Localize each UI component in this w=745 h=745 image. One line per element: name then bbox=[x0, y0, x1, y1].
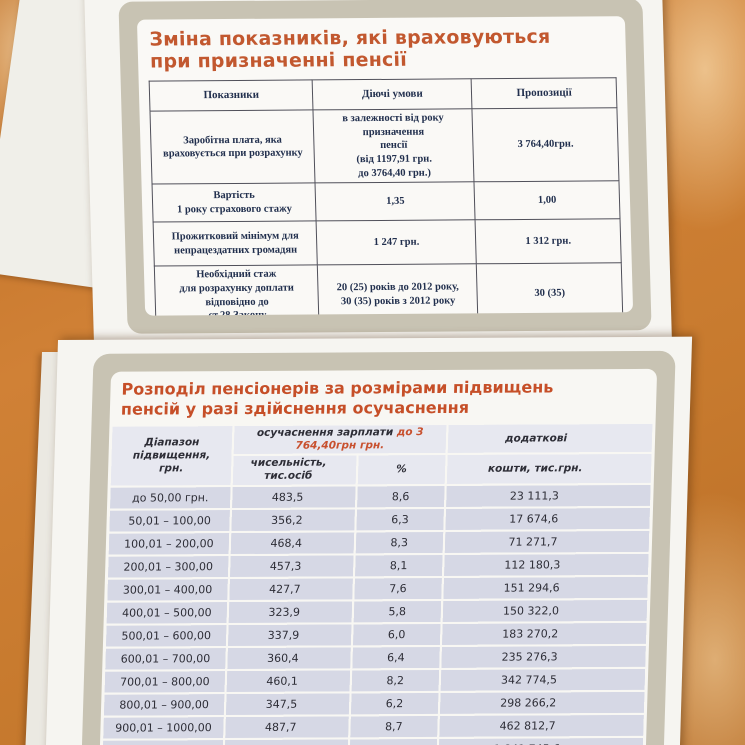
page-title-top: Зміна показників, які враховуються при п… bbox=[149, 25, 551, 73]
col-header-funds-line1: додаткові bbox=[446, 422, 654, 455]
table-header-row: Показники Діючі умови Пропозиції bbox=[149, 77, 617, 112]
cell-current: 1 247 грн. bbox=[316, 220, 477, 266]
cell-funds: 342 774,5 bbox=[439, 667, 647, 692]
table-row: 700,01 – 800,00 460,1 8,2 342 774,5 bbox=[103, 667, 647, 694]
cell-percent: 8,2 bbox=[350, 668, 441, 692]
page-title-bottom: Розподіл пенсіонерів за розмірами підвищ… bbox=[120, 377, 554, 419]
col-header-range: Діапазон підвищення, грн. bbox=[109, 425, 234, 487]
cell-percent: 6,4 bbox=[350, 645, 441, 669]
group-header-label: осучаснення зарплати bbox=[256, 426, 398, 439]
table-row: 600,01 – 700,00 360,4 6,4 235 276,3 bbox=[104, 644, 647, 671]
cell-percent: 8,6 bbox=[355, 484, 446, 508]
col-header-count: чисельність, тис.осіб bbox=[231, 454, 358, 486]
cell-funds: 298 266,2 bbox=[438, 690, 646, 715]
cell-count: 460,1 bbox=[225, 668, 351, 693]
table-row: Прожитковий мінімум для непрацездатних г… bbox=[153, 219, 622, 267]
slide-panel-top: Зміна показників, які враховуються при п… bbox=[136, 16, 634, 316]
col-header-indicators: Показники bbox=[149, 79, 314, 112]
table-row: 50,01 – 100,00 356,2 6,3 17 674,6 bbox=[108, 506, 652, 533]
cell-current: 20 (25) років до 2012 року, 30 (35) рокі… bbox=[317, 264, 479, 316]
page-pension-indicators: Зміна показників, які враховуються при п… bbox=[84, 0, 673, 358]
table-row: 400,01 – 500,00 323,9 5,8 150 322,0 bbox=[105, 598, 649, 625]
cell-funds: 1 841 745,6 bbox=[437, 736, 645, 745]
cell-range: понад 1000 грн. bbox=[101, 738, 225, 745]
cell-count: 347,5 bbox=[224, 691, 351, 716]
cell-count: 427,7 bbox=[228, 576, 354, 601]
cell-range: 50,01 – 100,00 bbox=[108, 508, 231, 533]
cell-range: 400,01 – 500,00 bbox=[105, 600, 229, 625]
cell-proposal: 1 312 грн. bbox=[475, 219, 622, 265]
cell-count: 337,9 bbox=[226, 622, 353, 647]
table-row: Заробітна плата, яка враховується при ро… bbox=[149, 107, 619, 185]
table-row: 200,01 – 300,00 457,3 8,1 112 180,3 bbox=[106, 552, 650, 579]
cell-proposal: 30 (35) bbox=[476, 263, 623, 316]
indicators-table: Показники Діючі умови Пропозиції Заробіт… bbox=[149, 77, 624, 316]
cell-funds: 462 812,7 bbox=[438, 713, 645, 738]
cell-funds: 17 674,6 bbox=[444, 506, 652, 531]
cell-percent: 6,3 bbox=[354, 507, 446, 531]
col-header-group: осучаснення зарплати до 3 764,40грн грн. bbox=[232, 423, 448, 456]
cell-range: 600,01 – 700,00 bbox=[104, 646, 227, 671]
table-row: 800,01 – 900,00 347,5 6,2 298 266,2 bbox=[102, 690, 646, 717]
col-header-percent: % bbox=[356, 454, 447, 485]
table-row: 100,01 – 200,00 468,4 8,3 71 271,7 bbox=[107, 529, 651, 556]
cell-range: 200,01 – 300,00 bbox=[106, 554, 230, 579]
cell-count: 360,4 bbox=[226, 645, 352, 670]
cell-count: 487,7 bbox=[224, 714, 350, 739]
slide-frame-top: Зміна показників, які враховуються при п… bbox=[118, 0, 652, 334]
cell-count: 483,5 bbox=[230, 484, 357, 509]
col-header-current-terms: Діючі умови bbox=[312, 78, 473, 110]
cell-percent: 7,6 bbox=[352, 576, 444, 600]
table-row: Необхідний стаж для розрахунку доплати в… bbox=[154, 263, 623, 316]
cell-funds: 151 294,6 bbox=[442, 575, 650, 600]
cell-count: 323,9 bbox=[227, 599, 353, 624]
cell-funds: 23 111,3 bbox=[445, 483, 652, 508]
cell-indicator: Прожитковий мінімум для непрацездатних г… bbox=[153, 221, 318, 267]
cell-count: 1 109,7 bbox=[223, 737, 349, 745]
cell-funds: 112 180,3 bbox=[443, 552, 650, 577]
slide-panel-bottom: Розподіл пенсіонерів за розмірами підвищ… bbox=[98, 368, 658, 745]
table-row: 500,01 – 600,00 337,9 6,0 183 270,2 bbox=[104, 621, 648, 648]
table-row: 900,01 – 1000,00 487,7 8,7 462 812,7 bbox=[102, 713, 645, 740]
cell-count: 468,4 bbox=[229, 530, 355, 555]
cell-percent: 5,8 bbox=[352, 599, 443, 623]
cell-indicator: Необхідний стаж для розрахунку доплати в… bbox=[154, 265, 320, 316]
cell-percent: 19,7 bbox=[348, 737, 439, 745]
cell-percent: 8,1 bbox=[353, 553, 444, 577]
cell-percent: 6,2 bbox=[349, 691, 440, 715]
cell-range: 800,01 – 900,00 bbox=[102, 692, 226, 717]
cell-proposal: 3 764,40грн. bbox=[472, 107, 619, 183]
cell-count: 356,2 bbox=[230, 507, 356, 532]
cell-funds: 235 276,3 bbox=[440, 644, 647, 669]
table-row: 300,01 – 400,00 427,7 7,6 151 294,6 bbox=[106, 575, 650, 602]
table-row: Вартість 1 року страхового стажу 1,35 1,… bbox=[152, 181, 621, 223]
cell-range: 500,01 – 600,00 bbox=[104, 623, 228, 648]
table-header-row: Діапазон підвищення, грн. осучаснення за… bbox=[109, 422, 654, 487]
cell-percent: 6,0 bbox=[351, 622, 442, 646]
cell-percent: 8,7 bbox=[348, 714, 439, 738]
slide-frame-bottom: Розподіл пенсіонерів за розмірами підвищ… bbox=[80, 350, 676, 745]
cell-funds: 150 322,0 bbox=[441, 598, 649, 623]
distribution-table: Діапазон підвищення, грн. осучаснення за… bbox=[100, 422, 655, 745]
page-pensioners-distribution: Розподіл пенсіонерів за розмірами підвищ… bbox=[45, 336, 693, 745]
cell-indicator: Вартість 1 року страхового стажу bbox=[152, 183, 317, 223]
cell-range: до 50,00 грн. bbox=[108, 485, 232, 510]
cell-current: в залежності від року призначення пенсії… bbox=[313, 108, 475, 184]
cell-range: 900,01 – 1000,00 bbox=[102, 715, 225, 740]
cell-percent: 8,3 bbox=[354, 530, 445, 554]
cell-range: 300,01 – 400,00 bbox=[106, 577, 229, 602]
col-header-proposals: Пропозиції bbox=[471, 77, 617, 109]
cell-funds: 71 271,7 bbox=[443, 529, 651, 554]
cell-proposal: 1,00 bbox=[474, 181, 621, 221]
cell-funds: 183 270,2 bbox=[440, 621, 648, 646]
cell-count: 457,3 bbox=[228, 553, 355, 578]
col-header-funds-line2: кошти, тис.грн. bbox=[445, 453, 653, 485]
cell-current: 1,35 bbox=[315, 182, 476, 222]
table-row: до 50,00 грн. 483,5 8,6 23 111,3 bbox=[108, 483, 652, 510]
cell-indicator: Заробітна плата, яка враховується при ро… bbox=[149, 109, 316, 185]
cell-range: 100,01 – 200,00 bbox=[107, 531, 231, 556]
cell-range: 700,01 – 800,00 bbox=[103, 669, 227, 694]
